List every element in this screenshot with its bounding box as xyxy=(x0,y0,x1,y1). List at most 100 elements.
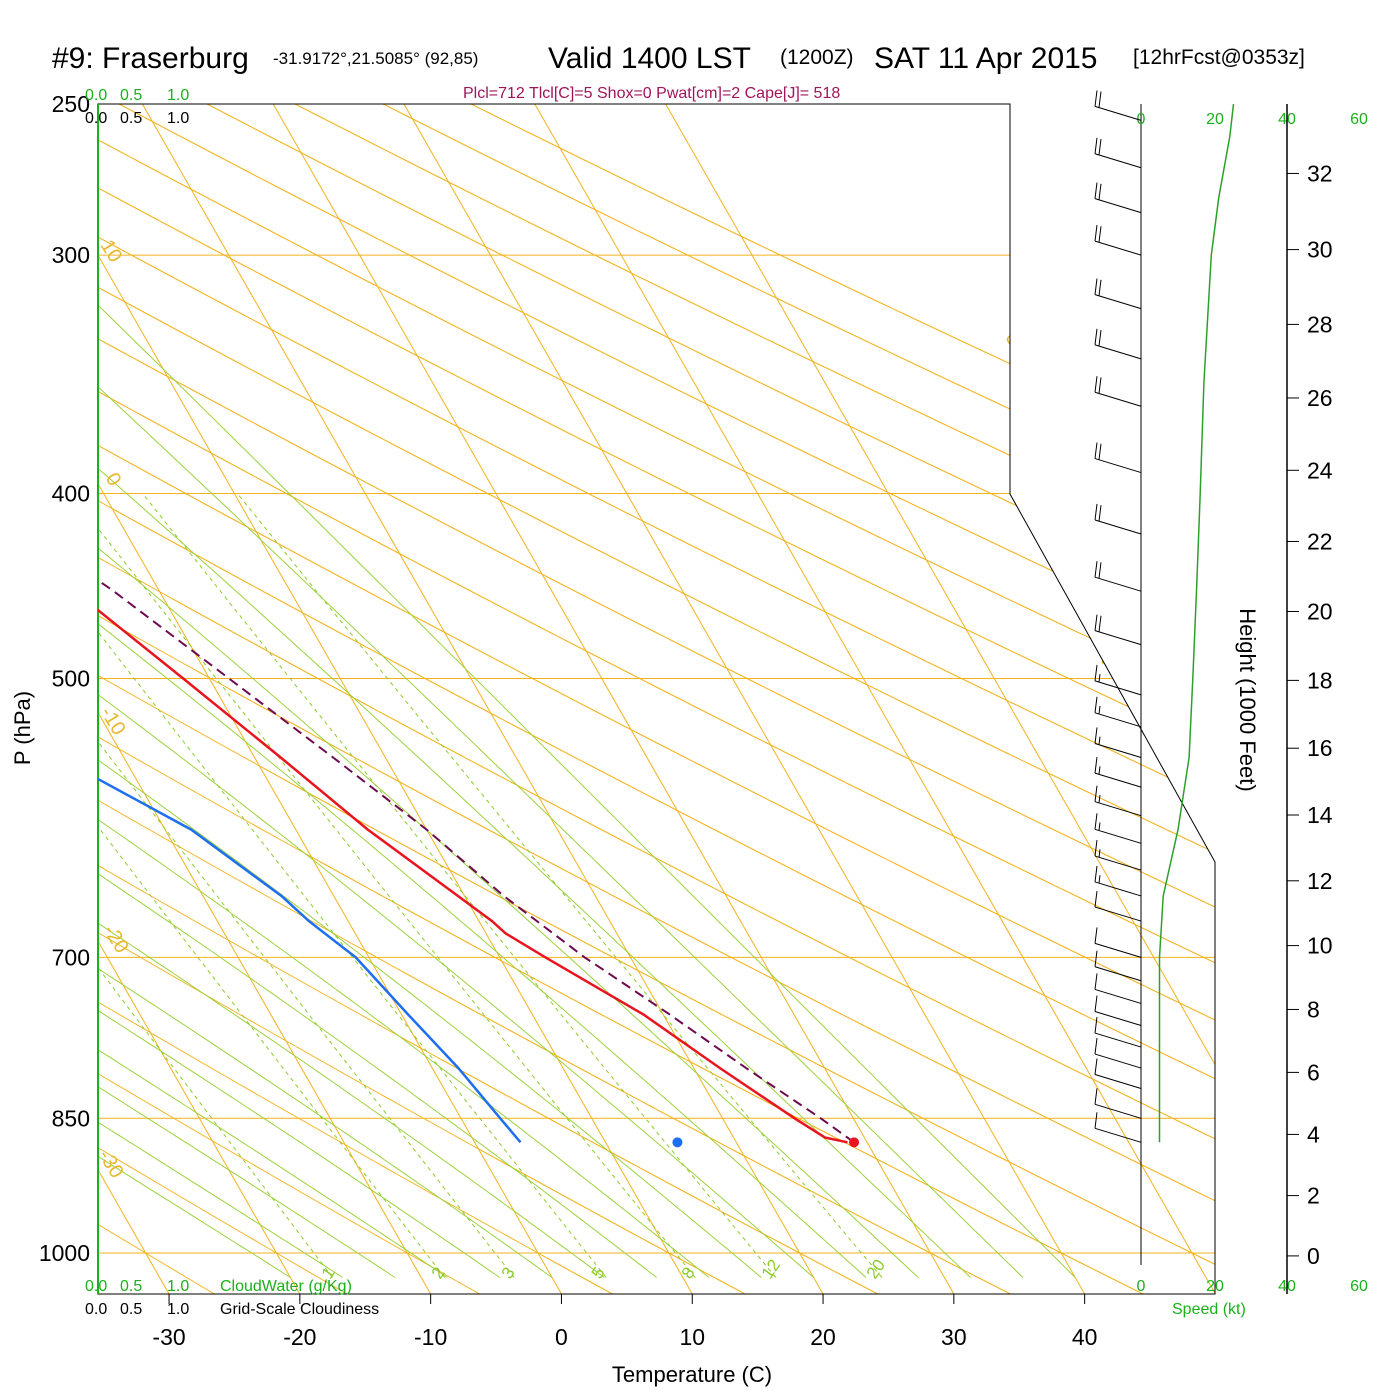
cloudwater-scale-label: 0.5 xyxy=(120,1278,142,1295)
wind-barb-flag xyxy=(1094,1058,1098,1075)
x-axis-title: Temperature (C) xyxy=(612,1362,772,1387)
pressure-tick-label: 1000 xyxy=(39,1240,90,1266)
wind-barb-staff xyxy=(1094,1032,1142,1048)
wind-barb-staff xyxy=(1094,680,1142,696)
stability-indices: Plcl=712 Tlcl[C]=5 Shox=0 Pwat[cm]=2 Cap… xyxy=(463,85,840,102)
height-tick-label: 2 xyxy=(1307,1183,1320,1209)
isotherm-line xyxy=(98,104,693,1294)
wind-barb-flag xyxy=(1098,91,1102,108)
wind-barb-staff xyxy=(1094,712,1142,728)
isotherm-label: 30 xyxy=(1167,764,1198,795)
wind-barb-flag xyxy=(1094,376,1098,393)
speed-tick-label-top: 20 xyxy=(1206,111,1224,128)
wind-barb-flag xyxy=(1098,183,1102,200)
moist-adiabat-line xyxy=(98,104,448,1278)
isotherm-line xyxy=(141,104,824,1294)
dry-adiabat-line xyxy=(98,104,1215,1294)
dry-adiabat-line xyxy=(98,104,1215,1294)
surface-temperature-dot xyxy=(849,1137,860,1148)
wind-barb-half xyxy=(1098,674,1101,683)
dry-adiabat-line xyxy=(98,104,1011,1294)
wind-barb-staff xyxy=(1094,294,1142,310)
temperature-tick-label: -30 xyxy=(152,1324,185,1350)
dry-adiabat-line xyxy=(382,104,1215,1294)
isotherm-label: 20 xyxy=(1097,644,1128,675)
wind-barb-staff xyxy=(1094,772,1142,788)
dry-adiabat-line xyxy=(98,104,1144,1294)
wind-barb-flag xyxy=(1094,614,1098,631)
dry-adiabat-line xyxy=(98,104,1215,1294)
height-tick-label: 4 xyxy=(1307,1121,1320,1147)
pressure-tick-label: 700 xyxy=(52,944,90,970)
y-axis-title: P (hPa) xyxy=(10,691,35,765)
cloudiness-scale-label: 0.5 xyxy=(120,110,142,127)
dry-adiabat-line xyxy=(294,104,1215,1294)
height-tick-label: 14 xyxy=(1307,802,1333,828)
height-tick-label: 26 xyxy=(1307,385,1333,411)
moist-adiabat-line xyxy=(98,104,919,1278)
cloudiness-scale-label: 0.0 xyxy=(85,1301,107,1318)
wind-barb-flag xyxy=(1094,973,1098,990)
wind-barb-flag xyxy=(1094,757,1098,774)
valid-date: SAT 11 Apr 2015 xyxy=(874,42,1098,75)
pressure-tick-label: 850 xyxy=(52,1105,90,1131)
speed-tick-label-bottom: 60 xyxy=(1350,1278,1368,1295)
wind-barb-flag xyxy=(1098,615,1102,632)
wind-barb-flag xyxy=(1098,377,1102,394)
wind-barb-flag xyxy=(1094,503,1098,521)
height-tick-label: 8 xyxy=(1307,996,1320,1022)
moist-adiabat-line xyxy=(98,104,658,1278)
wind-barb-flag xyxy=(1094,1017,1098,1034)
wind-barb-flag xyxy=(1094,561,1098,578)
temperature-tick-label: -10 xyxy=(414,1324,447,1350)
isotherm-line xyxy=(98,104,301,1294)
wind-barb-staff xyxy=(1094,942,1142,958)
wind-barb-flag xyxy=(1094,813,1098,830)
dry-adiabat-line xyxy=(98,104,878,1294)
cloudwater-scale-label: 0.0 xyxy=(85,87,107,104)
wind-barb-staff xyxy=(1094,105,1142,121)
wind-barb-flag xyxy=(1094,891,1098,908)
pressure-tick-label: 500 xyxy=(52,666,90,692)
wind-barb-staff xyxy=(1094,519,1142,535)
wind-barb-staff xyxy=(1094,198,1142,214)
mixing-ratio-label: 12 xyxy=(758,1256,784,1282)
wind-barb-flag xyxy=(1094,225,1098,242)
wind-barb-staff xyxy=(1094,801,1142,817)
mixing-ratio-line xyxy=(98,493,333,1278)
moist-adiabat-line xyxy=(98,104,971,1278)
station-title: #9: Fraserburg xyxy=(52,42,249,75)
isotherm-label: 0 xyxy=(1002,331,1026,354)
parcel-line xyxy=(98,267,855,1144)
wind-barb-flag xyxy=(1094,727,1098,744)
wind-barb-staff xyxy=(1094,966,1142,982)
wind-barb-flag xyxy=(1098,279,1102,296)
cloudwater-scale-label: 0.0 xyxy=(85,1278,107,1295)
wind-barb-staff xyxy=(1094,1053,1142,1069)
height-tick-label: 12 xyxy=(1307,868,1333,894)
wind-barb-flag xyxy=(1098,562,1102,579)
wind-barb-flag xyxy=(1098,505,1102,522)
wind-barb-flag xyxy=(1094,696,1098,713)
height-tick-label: 16 xyxy=(1307,735,1333,761)
wind-barb-staff xyxy=(1094,988,1142,1004)
dry-adiabat-line xyxy=(98,104,1215,1294)
height-tick-label: 28 xyxy=(1307,311,1333,337)
moist-adiabat-line xyxy=(98,104,1076,1278)
height-tick-label: 32 xyxy=(1307,160,1333,186)
wind-barb-staff xyxy=(1094,391,1142,407)
wind-barb-staff xyxy=(1094,906,1142,922)
wind-barb-half xyxy=(1098,705,1101,715)
height-tick-label: 20 xyxy=(1307,598,1333,624)
mixing-ratio-label: 20 xyxy=(863,1256,889,1282)
pressure-tick-label: 300 xyxy=(52,242,90,268)
wind-barb-staff xyxy=(1094,881,1142,897)
wind-barb-flag xyxy=(1094,995,1098,1012)
wind-barb-staff xyxy=(1094,240,1142,256)
wind-barb-staff xyxy=(1094,576,1142,592)
speed-tick-label-bottom: 0 xyxy=(1137,1278,1146,1295)
wind-barb-flag xyxy=(1098,443,1102,460)
mixing-ratio-line xyxy=(237,493,883,1278)
